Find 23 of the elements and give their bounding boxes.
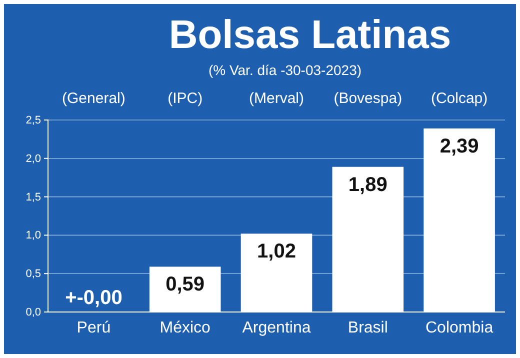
y-tick-label: 1,0 bbox=[26, 230, 41, 242]
y-tick-label: 2,5 bbox=[26, 114, 41, 127]
data-label: 1,89 bbox=[348, 174, 388, 196]
data-label: 2,39 bbox=[440, 135, 479, 158]
data-label: 0,59 bbox=[166, 274, 205, 296]
chart-title: Bolsas Latinas bbox=[168, 13, 452, 57]
text: (General) bbox=[62, 90, 126, 107]
text: (Bovespa) bbox=[334, 90, 402, 107]
text: (IPC) bbox=[168, 90, 203, 107]
text: (Colcap) bbox=[430, 90, 488, 107]
y-tick-label: 1,5 bbox=[26, 191, 41, 204]
y-tick-label: 0,5 bbox=[26, 268, 41, 280]
x-tick-label: Colombia bbox=[426, 320, 494, 337]
x-tick-label: Brasil bbox=[348, 320, 388, 337]
data-label: 1,02 bbox=[257, 240, 296, 263]
chart-subtitle: (% Var. día -30-03-2023) bbox=[208, 62, 362, 78]
x-tick-label: Argentina bbox=[242, 320, 311, 337]
x-tick-label: Perú bbox=[76, 320, 111, 337]
y-tick-label: 2,0 bbox=[26, 152, 41, 165]
text: (Merval) bbox=[249, 90, 304, 107]
x-tick-label: México bbox=[160, 320, 211, 337]
data-label: +-0,00 bbox=[65, 287, 122, 309]
y-tick-label: 0,0 bbox=[26, 306, 41, 319]
